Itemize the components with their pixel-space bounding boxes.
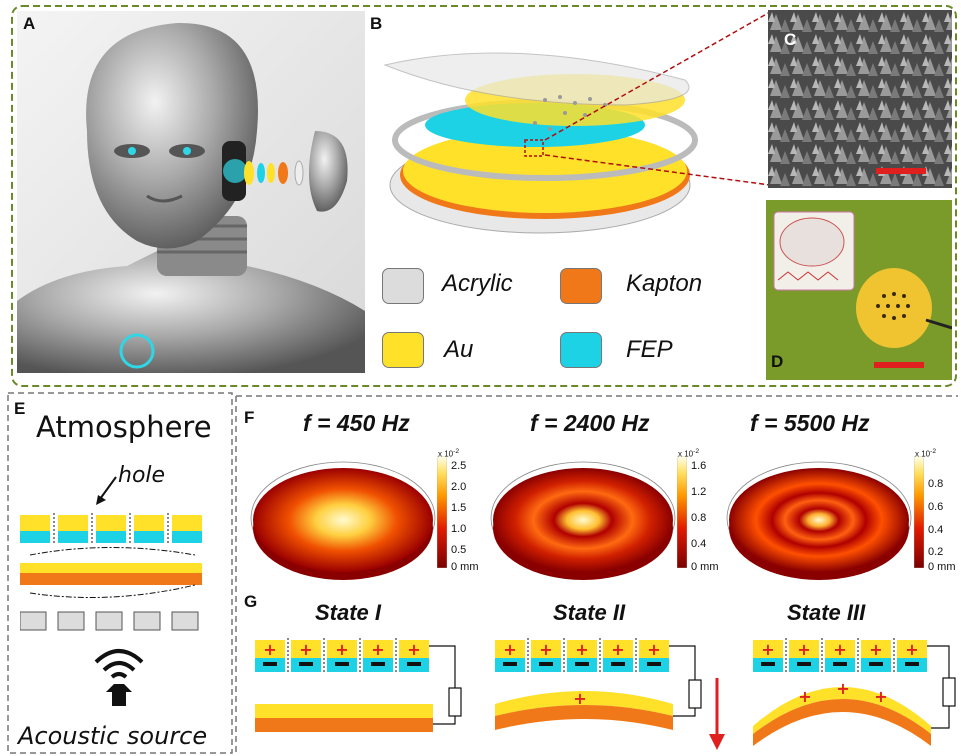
speaker-wifi-icon	[94, 649, 144, 706]
exploded-layers-diagram	[383, 52, 698, 234]
svg-text:+: +	[874, 687, 887, 706]
plot-title-2400: f = 2400 Hz	[530, 410, 650, 436]
tick: 0.2	[928, 546, 944, 558]
colorbar-450	[437, 456, 447, 568]
legend-kapton: Kapton	[626, 270, 703, 297]
tick: 0 mm	[928, 561, 956, 573]
acoustic-structure-diagram	[20, 476, 202, 631]
tick: 0.6	[928, 501, 944, 513]
mode-shape-2400	[490, 461, 676, 580]
robot-illustration	[17, 11, 365, 373]
panel-letter-g: G	[244, 592, 258, 611]
colorbar-2400	[677, 456, 687, 568]
tick: 1.5	[451, 502, 467, 514]
tick: 1.0	[451, 523, 467, 535]
colorbar-exp-2400: x 10-2	[678, 448, 700, 459]
colorbar-exp-450: x 10-2	[438, 448, 460, 459]
tick: 0.4	[928, 524, 944, 536]
svg-text:+: +	[573, 689, 586, 708]
svg-text:+: +	[798, 687, 811, 706]
sem-micrograph	[768, 10, 952, 188]
mode-shape-5500	[726, 461, 912, 580]
acrylic-swatch	[382, 268, 424, 304]
plot-title-5500: f = 5500 Hz	[750, 410, 870, 436]
acoustic-source-label: Acoustic source	[18, 722, 208, 750]
legend-fep: FEP	[626, 336, 673, 363]
hole-label: hole	[118, 463, 166, 488]
state-2-label: State II	[553, 600, 626, 625]
atmosphere-label: Atmosphere	[36, 410, 212, 444]
fep-swatch	[560, 332, 602, 368]
top-electrode-blocks	[20, 515, 202, 543]
tick: 0.8	[691, 512, 707, 524]
zoom-lines	[544, 11, 771, 186]
tick: 1.6	[691, 460, 707, 472]
tick: 0 mm	[451, 561, 479, 573]
panel-letter-e: E	[14, 399, 26, 418]
panel-letter-d: D	[771, 352, 784, 371]
colorbar-exp-5500: x 10-2	[915, 448, 937, 459]
state-1-label: State I	[315, 600, 382, 625]
tick: 0.8	[928, 478, 944, 490]
scale-bar-c	[876, 168, 926, 174]
tick: 0.4	[691, 538, 707, 550]
working-states-diagram: + + + + +	[255, 638, 956, 750]
plot-title-450: f = 450 Hz	[303, 410, 410, 436]
tick: 0 mm	[691, 561, 719, 573]
mode-shape-450	[250, 461, 436, 580]
tick: 0.5	[451, 544, 467, 556]
au-swatch	[382, 332, 424, 368]
device-photo	[766, 200, 952, 380]
colorbar-5500	[914, 456, 924, 568]
legend-au: Au	[444, 336, 474, 363]
svg-text:+: +	[836, 679, 849, 698]
panel-letter-b: B	[370, 14, 383, 33]
panel-letter-f: F	[244, 408, 255, 427]
tick: 1.2	[691, 486, 707, 498]
tick: 2.0	[451, 481, 467, 493]
kapton-swatch	[560, 268, 602, 304]
legend-acrylic: Acrylic	[442, 270, 513, 297]
panel-letter-c: C	[784, 30, 797, 49]
tick: 2.5	[451, 460, 467, 472]
state-3-label: State III	[787, 600, 866, 625]
scale-bar-d	[874, 362, 924, 368]
panel-letter-a: A	[23, 14, 36, 33]
